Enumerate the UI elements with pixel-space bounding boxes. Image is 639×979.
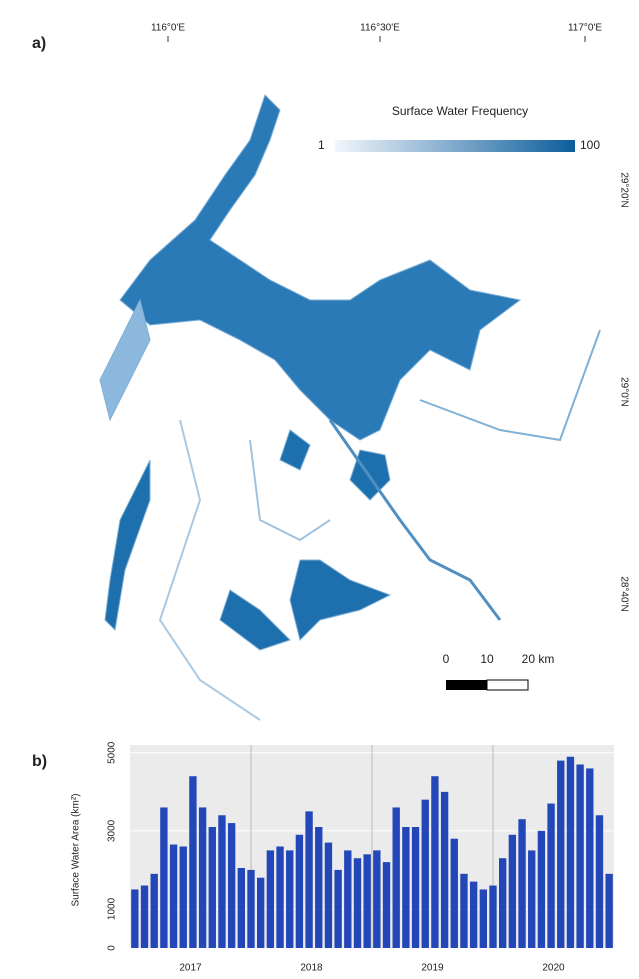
legend-title: Surface Water Frequency — [392, 104, 528, 118]
lon-labels: 116°0'E 116°30'E 117°0'E — [151, 23, 602, 42]
bar — [499, 858, 506, 948]
y-tick-label: 0 — [107, 945, 118, 951]
bar — [402, 827, 409, 948]
bar — [141, 886, 148, 948]
x-tick-label: 2019 — [421, 963, 444, 974]
lat-labels: 29°20'N 29°0'N 28°40'N — [618, 172, 629, 611]
bar — [489, 886, 496, 948]
y-tick-label: 5000 — [107, 741, 118, 764]
bar — [151, 874, 158, 948]
bar — [170, 845, 177, 948]
bar — [547, 804, 554, 948]
y-tick-label: 1000 — [107, 897, 118, 920]
legend-max: 100 — [580, 138, 600, 152]
bar — [325, 843, 332, 948]
page: {"map": {"panel_label": "a)", "lon_label… — [0, 0, 639, 979]
lat-label: 29°0'N — [618, 377, 629, 407]
scale-label: 0 — [443, 652, 450, 666]
bar — [451, 839, 458, 948]
bar — [296, 835, 303, 948]
scale-label: 10 — [480, 652, 494, 666]
lat-label: 28°40'N — [618, 576, 629, 611]
bar — [160, 807, 167, 948]
lat-label: 29°20'N — [618, 172, 629, 207]
bar — [441, 792, 448, 948]
bar — [509, 835, 516, 948]
bar — [422, 800, 429, 948]
figure: a) 116°0'E 116°30'E 117°0'E 29°20'N 29°0… — [0, 0, 639, 979]
x-tick-label: 2017 — [179, 963, 202, 974]
bar — [286, 850, 293, 948]
bar — [393, 807, 400, 948]
lon-label: 116°0'E — [151, 23, 185, 34]
bar — [199, 807, 206, 948]
bar — [470, 882, 477, 948]
bar — [247, 870, 254, 948]
y-tick-label: 3000 — [107, 819, 118, 842]
bar — [209, 827, 216, 948]
bar — [412, 827, 419, 948]
bar — [180, 847, 187, 949]
bar — [276, 847, 283, 949]
panel-label: a) — [32, 35, 46, 52]
bar — [189, 776, 196, 948]
bar — [363, 854, 370, 948]
x-tick-label: 2018 — [300, 963, 323, 974]
bar — [267, 850, 274, 948]
bar — [305, 811, 312, 948]
scale-bar: 0 10 20 km — [443, 652, 555, 690]
bar — [334, 870, 341, 948]
bar — [480, 889, 487, 948]
legend-min: 1 — [318, 138, 325, 152]
bar — [576, 765, 583, 948]
bar — [538, 831, 545, 948]
lon-label: 117°0'E — [568, 23, 602, 34]
bar — [354, 858, 361, 948]
bar — [315, 827, 322, 948]
bar — [518, 819, 525, 948]
bar — [373, 850, 380, 948]
bar — [605, 874, 612, 948]
bar — [238, 868, 245, 948]
bar — [586, 768, 593, 948]
panel-label: b) — [32, 753, 47, 770]
y-axis-label: Surface Water Area (km²) — [71, 794, 82, 907]
bar — [557, 761, 564, 948]
bar — [383, 862, 390, 948]
bar — [567, 757, 574, 948]
bar — [257, 878, 264, 948]
bar — [218, 815, 225, 948]
scale-label: 20 km — [522, 652, 555, 666]
water-map — [100, 95, 600, 720]
bar — [228, 823, 235, 948]
bar — [131, 889, 138, 948]
bar — [344, 850, 351, 948]
x-tick-label: 2020 — [542, 963, 565, 974]
bar — [596, 815, 603, 948]
legend-colorbar — [335, 140, 575, 152]
bar — [528, 850, 535, 948]
bar — [460, 874, 467, 948]
lon-label: 116°30'E — [360, 23, 400, 34]
bar — [431, 776, 438, 948]
